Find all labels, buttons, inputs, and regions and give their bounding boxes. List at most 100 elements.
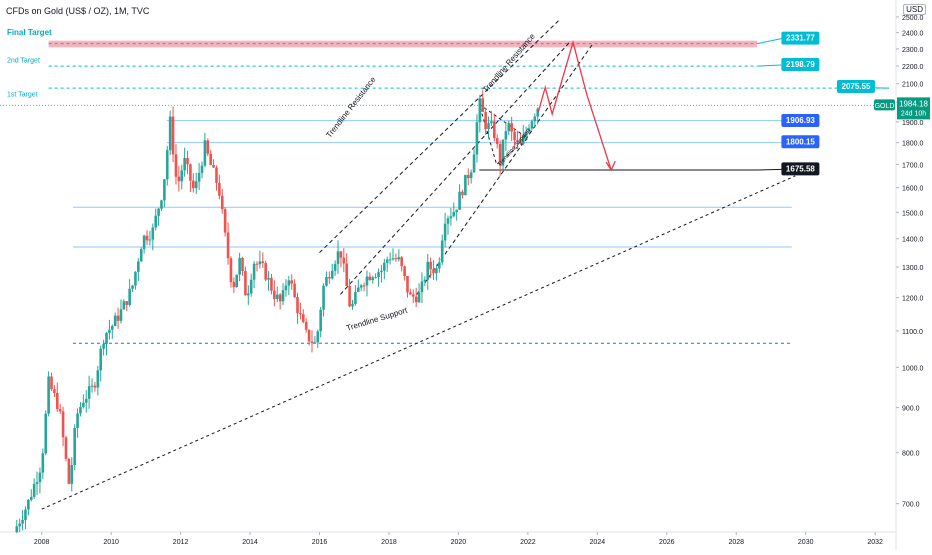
candle-body[interactable] — [120, 309, 123, 320]
candle-body[interactable] — [99, 349, 102, 371]
candle-body[interactable] — [250, 280, 253, 294]
candle-body[interactable] — [73, 428, 76, 465]
candle-body[interactable] — [412, 294, 415, 296]
candle-body[interactable] — [261, 261, 264, 263]
candle-body[interactable] — [201, 166, 204, 173]
candle-body[interactable] — [238, 258, 241, 275]
candle-body[interactable] — [432, 269, 435, 273]
candle-body[interactable] — [464, 175, 467, 195]
candle-body[interactable] — [496, 138, 499, 144]
candle-body[interactable] — [53, 389, 56, 393]
candle-body[interactable] — [169, 117, 172, 151]
candle-body[interactable] — [383, 263, 386, 271]
candle-body[interactable] — [455, 210, 458, 212]
candle-body[interactable] — [175, 154, 178, 176]
candle-body[interactable] — [354, 292, 357, 304]
candle-body[interactable] — [259, 261, 262, 264]
candle-body[interactable] — [224, 209, 227, 232]
candle-body[interactable] — [15, 526, 18, 532]
candle-body[interactable] — [282, 290, 285, 301]
candle-body[interactable] — [189, 164, 192, 180]
candle-body[interactable] — [192, 181, 195, 188]
candle-body[interactable] — [507, 123, 510, 131]
candle-body[interactable] — [105, 333, 108, 344]
candle-body[interactable] — [235, 275, 238, 287]
candle-body[interactable] — [406, 276, 409, 292]
candle-body[interactable] — [94, 386, 97, 388]
candle-body[interactable] — [209, 154, 212, 165]
candle-body[interactable] — [337, 251, 340, 264]
candle-body[interactable] — [493, 121, 496, 138]
candle-body[interactable] — [253, 264, 256, 280]
candle-body[interactable] — [270, 278, 273, 291]
candle-body[interactable] — [435, 268, 438, 273]
candle-body[interactable] — [458, 192, 461, 210]
candle-body[interactable] — [62, 411, 65, 437]
candle-body[interactable] — [131, 286, 134, 289]
candle-body[interactable] — [360, 285, 363, 287]
candle-body[interactable] — [513, 132, 516, 141]
candle-body[interactable] — [351, 304, 354, 306]
candle-body[interactable] — [343, 258, 346, 264]
candle-body[interactable] — [374, 277, 377, 278]
candle-body[interactable] — [293, 284, 296, 297]
candle-body[interactable] — [398, 257, 401, 259]
candle-body[interactable] — [221, 196, 224, 209]
candle-body[interactable] — [42, 453, 45, 472]
candle-body[interactable] — [484, 112, 487, 129]
candle-body[interactable] — [47, 376, 50, 413]
candle-body[interactable] — [322, 286, 325, 310]
candle-body[interactable] — [487, 123, 490, 129]
candle-body[interactable] — [285, 286, 288, 291]
candle-body[interactable] — [461, 192, 464, 195]
candle-body[interactable] — [128, 289, 131, 305]
candle-body[interactable] — [476, 122, 479, 154]
candle-body[interactable] — [114, 316, 117, 326]
candle-body[interactable] — [505, 131, 508, 139]
candle-body[interactable] — [444, 224, 447, 241]
candle-body[interactable] — [33, 484, 36, 497]
candle-body[interactable] — [409, 292, 412, 294]
candle-body[interactable] — [172, 117, 175, 155]
candle-body[interactable] — [288, 280, 291, 285]
candle-body[interactable] — [534, 117, 537, 122]
candle-body[interactable] — [44, 414, 47, 454]
candle-body[interactable] — [24, 510, 27, 520]
candle-body[interactable] — [305, 322, 308, 330]
candle-body[interactable] — [418, 292, 421, 302]
candle-body[interactable] — [490, 121, 493, 123]
candle-body[interactable] — [30, 497, 33, 500]
candle-body[interactable] — [273, 291, 276, 299]
candle-body[interactable] — [357, 288, 360, 292]
candle-body[interactable] — [340, 251, 343, 257]
candle-body[interactable] — [510, 123, 513, 131]
candle-body[interactable] — [429, 262, 432, 269]
candle-body[interactable] — [206, 140, 209, 153]
candle-body[interactable] — [345, 263, 348, 286]
candle-body[interactable] — [56, 393, 59, 409]
candle-body[interactable] — [470, 172, 473, 178]
candle-body[interactable] — [125, 301, 128, 305]
candle-body[interactable] — [441, 240, 444, 262]
candle-body[interactable] — [450, 216, 453, 218]
candle-body[interactable] — [371, 277, 374, 280]
candle-body[interactable] — [264, 263, 267, 280]
candle-body[interactable] — [299, 313, 302, 314]
candle-body[interactable] — [157, 209, 160, 216]
candle-body[interactable] — [50, 376, 53, 389]
projection-path[interactable] — [538, 42, 611, 170]
candle-body[interactable] — [467, 175, 470, 178]
candle-body[interactable] — [244, 271, 247, 295]
candle-body[interactable] — [111, 326, 114, 330]
candle-body[interactable] — [123, 301, 126, 309]
candle-body[interactable] — [91, 386, 94, 387]
candle-body[interactable] — [348, 286, 351, 306]
candle-body[interactable] — [143, 236, 146, 249]
candle-body[interactable] — [21, 520, 24, 524]
candle-body[interactable] — [117, 316, 120, 321]
candle-body[interactable] — [195, 182, 198, 189]
candle-body[interactable] — [218, 183, 221, 196]
candle-body[interactable] — [276, 295, 279, 299]
candle-body[interactable] — [308, 330, 311, 342]
